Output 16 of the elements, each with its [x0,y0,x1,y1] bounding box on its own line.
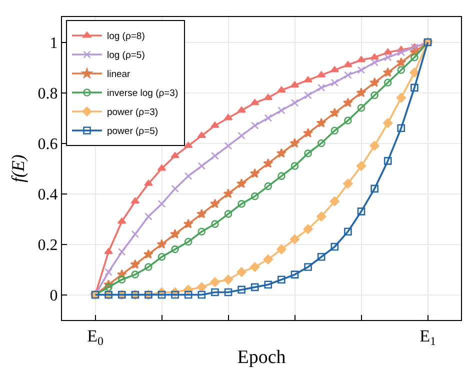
legend-label: power (ρ=5) [106,126,158,138]
x-tick-label: E$_{0}$ [87,326,104,348]
y-axis-title: f(E) [8,154,28,182]
y-tick-label: 0.8 [38,85,58,102]
legend-label: inverse log (ρ=3) [106,88,178,100]
y-tick-label: 0.6 [38,136,58,153]
x-axis-title: Epoch [237,346,286,368]
legend-label: log (ρ=5) [106,50,145,62]
y-tick-label: 1 [50,34,58,52]
y-tick-label: 0 [50,287,58,304]
legend-label: log (ρ=8) [106,31,145,42]
y-tick-label: 0.2 [38,236,58,254]
x-tick-label: E$_{1}$ [420,326,436,348]
legend-label: linear [106,69,130,80]
legend-label: power (ρ=3) [106,107,158,118]
y-tick-label: 0.4 [38,186,58,204]
